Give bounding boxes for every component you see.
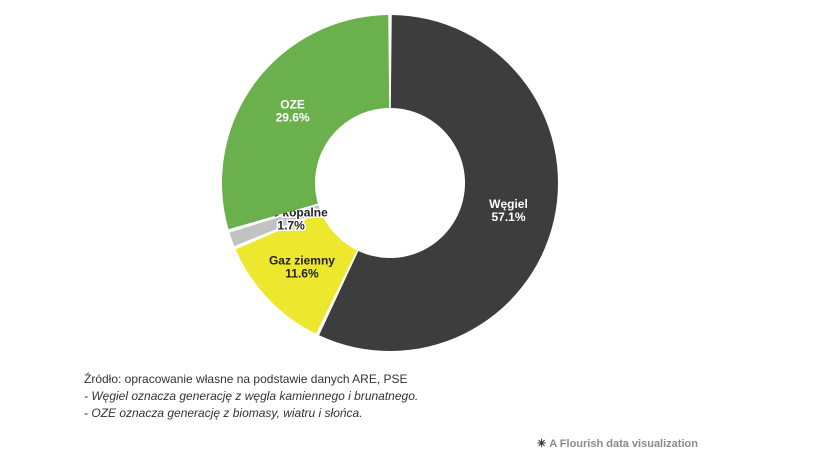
note-coal: - Węgiel oznacza generację z węgla kamie… [84,389,419,403]
slice-gaz-ziemny[interactable] [235,212,357,334]
value-label: 29.6% [276,110,310,124]
note-renewables: - OZE oznacza generację z biomasy, wiatr… [84,406,363,420]
flourish-star-icon: ✳ [537,438,547,450]
credit-text: A Flourish data visualization [549,438,698,450]
slice-oze[interactable] [222,15,390,230]
source-note: Źródło: opracowanie własne na podstawie … [84,372,408,386]
chart-notes: Źródło: opracowanie własne na podstawie … [84,371,418,422]
category-label: Węgiel [489,197,528,211]
category-label: Gaz ziemny [269,254,335,268]
slice-inne-kopalne[interactable] [229,205,321,247]
category-label: OZE [280,97,305,111]
value-label: 1.7% [277,218,305,232]
value-label: 57.1% [491,210,525,224]
slice-węgiel[interactable] [319,15,558,351]
value-label: 11.6% [285,267,319,281]
flourish-credit[interactable]: ✳ A Flourish data visualization [537,437,698,450]
